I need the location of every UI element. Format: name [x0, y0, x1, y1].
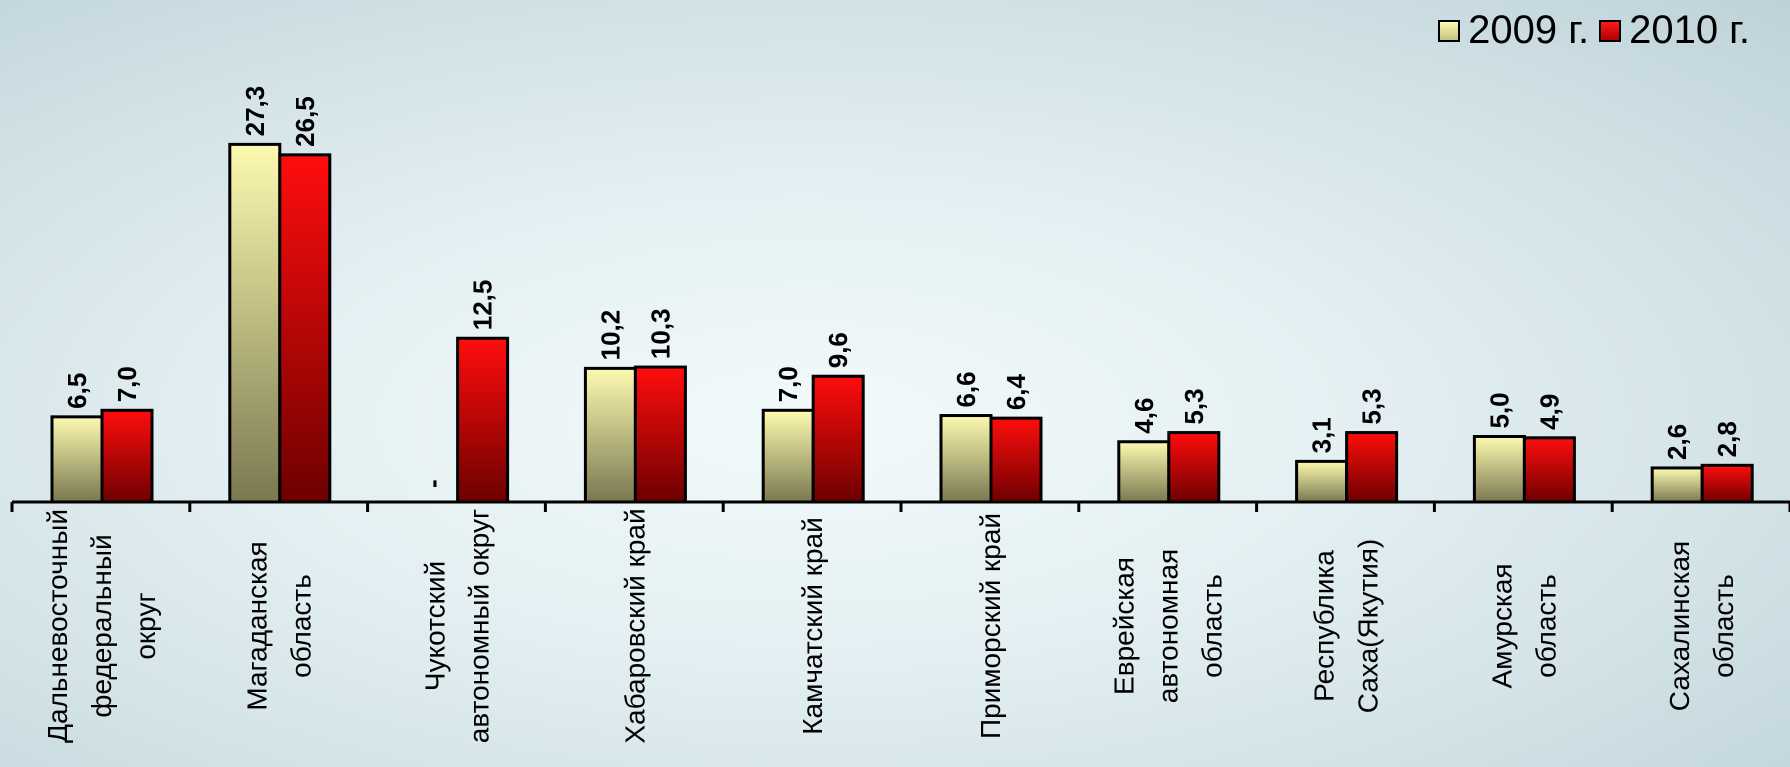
bar-series2-cat4	[633, 365, 687, 504]
category-label-line: Дальневосточный	[42, 509, 73, 743]
value-label-series1-cat7: 4,6	[1129, 398, 1159, 434]
bar-series1-cat1	[50, 415, 104, 504]
category-label-line: Саха(Якутия)	[1353, 539, 1384, 713]
bar-series2-cat10	[1700, 463, 1754, 504]
value-label-series2-cat9: 4,9	[1534, 394, 1564, 430]
category-label-text: Приморский край	[975, 513, 1006, 739]
value-label-series1-cat8: 3,1	[1307, 417, 1337, 453]
category-label-text: Чукотский автономный округ	[420, 509, 495, 744]
value-label-series2-cat3: 12,5	[468, 280, 498, 331]
legend-label-2010: 2010 г.	[1629, 8, 1750, 52]
value-label-series1-cat6: 6,6	[951, 371, 981, 407]
value-label-series2-cat10: 2,8	[1712, 421, 1742, 457]
category-label-text: Магаданская область	[242, 541, 317, 710]
legend-swatch-2009	[1438, 19, 1461, 42]
bar-series1-cat8	[1295, 459, 1349, 504]
category-label-text: Еврейская автономная область	[1109, 549, 1228, 703]
category-label-line: округ	[130, 592, 161, 659]
category-label-9: Амурская область	[1486, 563, 1561, 688]
category-label-1: Дальневосточный федеральный округ	[42, 509, 161, 743]
x-axis	[10, 500, 1790, 512]
legend: 2009 г. 2010 г.	[1438, 8, 1750, 53]
bar-series2-cat3	[456, 336, 510, 504]
category-label-line: область	[286, 574, 317, 678]
value-label-series2-cat4: 10,3	[645, 308, 675, 359]
category-label-3: Чукотский автономный округ	[420, 509, 495, 744]
value-label-series1-cat10: 2,6	[1662, 424, 1692, 460]
bar-series1-cat6	[939, 414, 993, 504]
value-label-series2-cat2: 26,5	[290, 96, 320, 147]
bars-group	[50, 142, 1754, 504]
bar-series1-cat7	[1117, 440, 1171, 504]
value-label-series1-cat3: -	[418, 479, 448, 488]
category-label-line: Хабаровский край	[619, 508, 650, 743]
legend-swatch-2010	[1599, 19, 1622, 42]
category-label-7: Еврейская автономная область	[1109, 549, 1228, 703]
category-label-line: автономный округ	[464, 509, 495, 744]
value-label-series1-cat1: 6,5	[62, 373, 92, 409]
category-label-text: Дальневосточный федеральный округ	[42, 509, 161, 743]
bar-series1-cat5	[761, 408, 815, 504]
bar-series2-cat5	[811, 374, 865, 504]
category-label-5: Камчатский край	[797, 517, 828, 735]
legend-label-2009: 2009 г.	[1468, 8, 1590, 52]
category-label-text: Амурская область	[1486, 563, 1561, 688]
category-label-line: Амурская	[1486, 563, 1517, 688]
bar-series2-cat8	[1345, 431, 1399, 504]
category-label-line: Сахалинская	[1664, 541, 1695, 711]
category-label-2: Магаданская область	[242, 541, 317, 710]
value-label-series1-cat5: 7,0	[773, 366, 803, 402]
category-label-line: Чукотский	[420, 561, 451, 691]
value-label-series2-cat8: 5,3	[1357, 388, 1387, 424]
category-label-10: Сахалинская область	[1664, 541, 1739, 711]
category-label-line: область	[1530, 574, 1561, 678]
category-label-line: область	[1197, 574, 1228, 678]
value-label-series2-cat7: 5,3	[1179, 388, 1209, 424]
category-label-6: Приморский край	[975, 513, 1006, 739]
value-label-series1-cat4: 10,2	[595, 310, 625, 361]
category-label-text: Сахалинская область	[1664, 541, 1739, 711]
value-label-series1-cat9: 5,0	[1484, 392, 1514, 428]
category-label-line: Республика	[1309, 550, 1340, 702]
value-label-series2-cat6: 6,4	[1001, 373, 1031, 410]
value-label-series1-cat2: 27,3	[240, 86, 270, 137]
category-label-8: Республика Саха(Якутия)	[1309, 539, 1384, 713]
value-label-series2-cat5: 9,6	[823, 332, 853, 368]
bar-series2-cat2	[278, 153, 332, 504]
value-label-series2-cat1: 7,0	[112, 366, 142, 402]
bar-series2-cat7	[1167, 431, 1221, 504]
bar-series1-cat10	[1650, 466, 1704, 504]
category-label-4: Хабаровский край	[619, 508, 650, 743]
category-label-line: Магаданская	[242, 541, 273, 710]
bar-series1-cat4	[583, 366, 637, 504]
value-labels-group: 6,5 7,0 27,3 26,5 - 12,5 10,2 10,3 7,0 9,6 6,6 6,4 4…	[62, 86, 1742, 488]
category-labels-group: Дальневосточный федеральный округ Магаданск…	[42, 508, 1739, 743]
bar-series2-cat9	[1522, 436, 1576, 504]
bar-series2-cat1	[100, 408, 154, 504]
category-label-line: Еврейская	[1109, 557, 1140, 695]
category-label-line: Приморский край	[975, 513, 1006, 739]
category-label-text: Хабаровский край	[619, 508, 650, 743]
legend-item-2009: 2009 г.	[1438, 8, 1589, 53]
category-label-text: Республика Саха(Якутия)	[1309, 539, 1384, 713]
bar-series1-cat2	[228, 142, 282, 504]
category-label-line: автономная	[1153, 549, 1184, 703]
category-label-line: область	[1708, 574, 1739, 678]
category-label-line: федеральный	[86, 534, 117, 717]
bar-series2-cat6	[989, 416, 1043, 504]
category-label-line: Камчатский край	[797, 517, 828, 735]
category-label-text: Камчатский край	[797, 517, 828, 735]
bar-series1-cat9	[1472, 435, 1526, 504]
legend-item-2010: 2010 г.	[1599, 8, 1750, 53]
